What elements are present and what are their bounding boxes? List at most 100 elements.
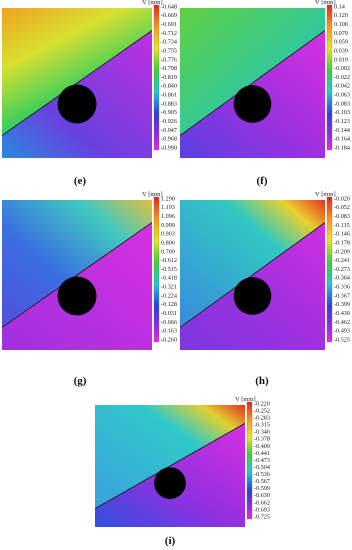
contour-upper xyxy=(2,200,152,328)
colorbar-tick-label: -0.184 xyxy=(334,144,350,151)
colorbar-tick-label: 0.039 xyxy=(334,47,348,54)
colorbar-tick-label: -0.725 xyxy=(254,513,270,520)
colorbar-tick-label: -0.905 xyxy=(161,109,177,116)
colorbar-tick-label: -0.241 xyxy=(334,257,350,264)
colorbar-tick-label: -0.260 xyxy=(161,336,177,343)
colorbar-tick-label: -0.063 xyxy=(334,92,350,99)
colorbar-tick-label: -0.144 xyxy=(334,127,350,134)
colorbar-tick-label: -0.252 xyxy=(254,407,270,414)
colorbar-tick-label: -0.493 xyxy=(334,328,350,335)
colorbar-tick-label: -0.020 xyxy=(334,195,350,202)
colorbar-tick-label: -0.819 xyxy=(161,74,177,81)
colorbar-tick-label: -0.504 xyxy=(254,464,270,471)
colorbar xyxy=(153,4,160,151)
crack xyxy=(179,222,326,328)
colorbar-tick-label: -0.734 xyxy=(161,39,177,46)
colorbar-tick-label: -0.220 xyxy=(254,400,270,407)
colorbar-tick-label: -0.083 xyxy=(334,100,350,107)
colorbar-tick-label: -0.536 xyxy=(254,471,270,478)
colorbar-tick-label: -0.052 xyxy=(334,204,350,211)
colorbar-tick-label: 0.709 xyxy=(161,248,175,255)
colorbar-tick-label: -0.321 xyxy=(161,284,177,291)
colorbar-tick-label: -0.273 xyxy=(334,266,350,273)
panel-caption: (h) xyxy=(255,375,269,387)
colorbar-tick-label: -0.163 xyxy=(161,328,177,335)
colorbar-tick-label: -0.669 xyxy=(161,12,177,19)
colorbar-tick-label: -0.178 xyxy=(334,239,350,246)
colorbar-tick-label: -0.567 xyxy=(254,478,270,485)
colorbar xyxy=(326,4,333,151)
colorbar-unit: V [mm] xyxy=(315,191,336,198)
colorbar-tick-label: -0.599 xyxy=(254,485,270,492)
colorbar-tick-label: -0.430 xyxy=(334,310,350,317)
panel-caption: (i) xyxy=(165,535,176,547)
colorbar-tick-label: -0.662 xyxy=(254,499,270,506)
colorbar-tick-label: -0.367 xyxy=(334,292,350,299)
colorbar-tick-label: -0.103 xyxy=(334,109,350,116)
contour-upper xyxy=(180,200,325,328)
hole xyxy=(154,467,186,499)
colorbar-tick-label: -0.409 xyxy=(254,443,270,450)
colorbar-tick-label: -0.304 xyxy=(334,275,350,282)
hole xyxy=(57,84,97,124)
crack xyxy=(1,30,153,136)
colorbar-tick-label: -0.798 xyxy=(161,65,177,72)
colorbar-tick-label: 1.096 xyxy=(161,213,175,220)
panel-caption: (f) xyxy=(257,175,268,187)
colorbar-tick-label: -0.399 xyxy=(334,301,350,308)
colorbar-tick-label: -0.123 xyxy=(334,118,350,125)
colorbar-tick-label: 0.120 xyxy=(334,12,348,19)
colorbar-tick-label: 1.193 xyxy=(161,204,175,211)
colorbar-tick-label: -0.031 xyxy=(161,310,177,317)
colorbar-tick-label: 0.903 xyxy=(161,231,175,238)
hole xyxy=(57,276,97,316)
colorbar-tick-label: -0.691 xyxy=(161,21,177,28)
colorbar-tick-label: -0.630 xyxy=(254,492,270,499)
colorbar-tick-label: -0.861 xyxy=(161,92,177,99)
colorbar-tick-label: -0.066 xyxy=(161,319,177,326)
colorbar-tick-label: -0.146 xyxy=(334,231,350,238)
colorbar-tick-label: -0.002 xyxy=(334,65,350,72)
colorbar-tick-label: -0.315 xyxy=(254,422,270,429)
crack xyxy=(1,222,153,328)
colorbar-tick-label: 0.079 xyxy=(334,30,348,37)
colorbar-tick-label: -0.224 xyxy=(161,292,177,299)
colorbar-tick-label: -0.515 xyxy=(161,266,177,273)
colorbar-tick-label: -0.022 xyxy=(334,74,350,81)
colorbar-tick-label: -0.378 xyxy=(254,436,270,443)
colorbar-tick-label: 0.806 xyxy=(161,239,175,246)
colorbar-tick-label: -0.164 xyxy=(334,136,350,143)
colorbar-tick-label: -0.115 xyxy=(334,222,350,229)
colorbar-tick-label: -0.128 xyxy=(161,301,177,308)
crack xyxy=(94,422,246,510)
colorbar-tick-label: 0.14 xyxy=(334,3,345,10)
colorbar xyxy=(246,401,253,520)
colorbar-tick-label: -0.755 xyxy=(161,47,177,54)
colorbar-tick-label: 0.999 xyxy=(161,222,175,229)
colorbar-tick-label: -0.042 xyxy=(334,83,350,90)
colorbar xyxy=(153,196,160,343)
colorbar-tick-label: 0.059 xyxy=(334,39,348,46)
colorbar-tick-label: -0.441 xyxy=(254,450,270,457)
colorbar xyxy=(326,196,333,343)
colorbar-tick-label: -0.926 xyxy=(161,118,177,125)
colorbar-tick-label: -0.947 xyxy=(161,127,177,134)
colorbar-tick-label: 0.019 xyxy=(334,56,348,63)
colorbar-tick-label: -0.990 xyxy=(161,144,177,151)
colorbar-unit: V [mm] xyxy=(235,396,256,403)
hole xyxy=(233,277,272,315)
colorbar-tick-label: -0.712 xyxy=(161,30,177,37)
colorbar-tick-label: -0.418 xyxy=(161,275,177,282)
panel-caption: (e) xyxy=(74,175,87,187)
colorbar-tick-label: 1.290 xyxy=(161,195,175,202)
contour-upper xyxy=(95,405,245,509)
contour-upper xyxy=(180,8,325,136)
contour-upper xyxy=(2,8,152,136)
colorbar-tick-label: -0.883 xyxy=(161,100,177,107)
colorbar-tick-label: -0.612 xyxy=(161,257,177,264)
colorbar-unit: V [mm] xyxy=(315,0,336,6)
colorbar-tick-label: -0.083 xyxy=(334,213,350,220)
colorbar-unit: V [mm] xyxy=(142,191,163,198)
colorbar-tick-label: -0.968 xyxy=(161,136,177,143)
